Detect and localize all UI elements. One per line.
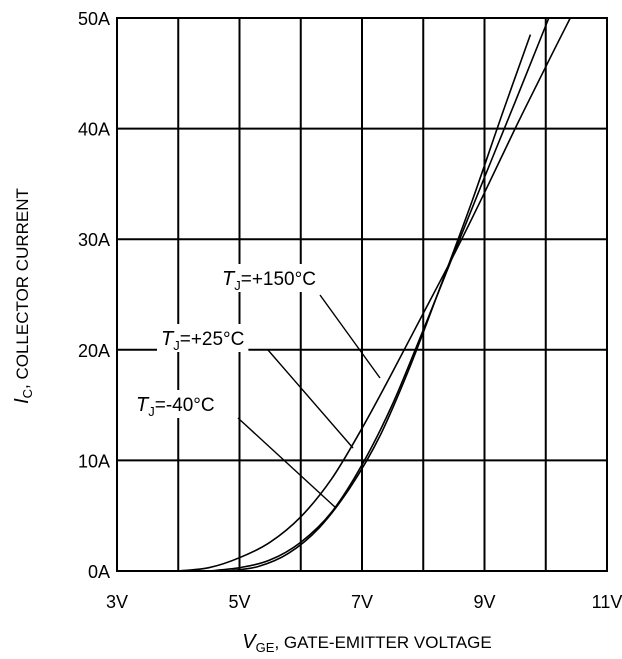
annotation-leaders: [237, 294, 381, 509]
y-tick-label: 10A: [78, 451, 110, 471]
plot-frame: [116, 17, 608, 572]
y-tick-label: 30A: [78, 230, 110, 250]
leader-tj-minus40c: [237, 417, 337, 509]
x-tick-label: 11V: [592, 592, 622, 612]
y-tick-label: 50A: [78, 9, 110, 29]
label-background: [218, 264, 320, 292]
x-tick-label: 7V: [351, 592, 373, 612]
curve-tj-150c: [178, 17, 572, 572]
y-tick-labels: 0A 10A 20A 30A 40A 50A: [78, 9, 110, 582]
curve-tj-minus40c: [227, 34, 532, 572]
y-tick-label: 20A: [78, 341, 110, 361]
label-tj-25c: TJ=+25°C: [161, 328, 244, 353]
x-axis-label: VGE, GATE-EMITTER VOLTAGE: [242, 631, 491, 655]
series-labels: TJ=+150°C TJ=+25°C TJ=-40°C: [132, 264, 320, 419]
label-tj-150c: TJ=+150°C: [222, 268, 316, 293]
x-tick-label: 3V: [106, 592, 128, 612]
curve-tj-25c: [208, 17, 550, 572]
y-tick-label: 0A: [88, 562, 110, 582]
leader-tj-25c: [267, 349, 354, 449]
y-axis-label: IC, COLLECTOR CURRENT: [11, 188, 35, 404]
label-background: [157, 324, 249, 352]
grid-lines: [117, 18, 607, 571]
leader-tj-150c: [319, 294, 381, 379]
x-tick-label: 9V: [473, 592, 495, 612]
label-tj-minus40c: TJ=-40°C: [136, 394, 215, 419]
x-tick-labels: 3V 5V 7V 9V 11V: [106, 592, 622, 612]
curves: [178, 17, 572, 572]
x-tick-label: 5V: [228, 592, 250, 612]
y-tick-label: 40A: [78, 120, 110, 140]
label-background: [132, 390, 219, 418]
